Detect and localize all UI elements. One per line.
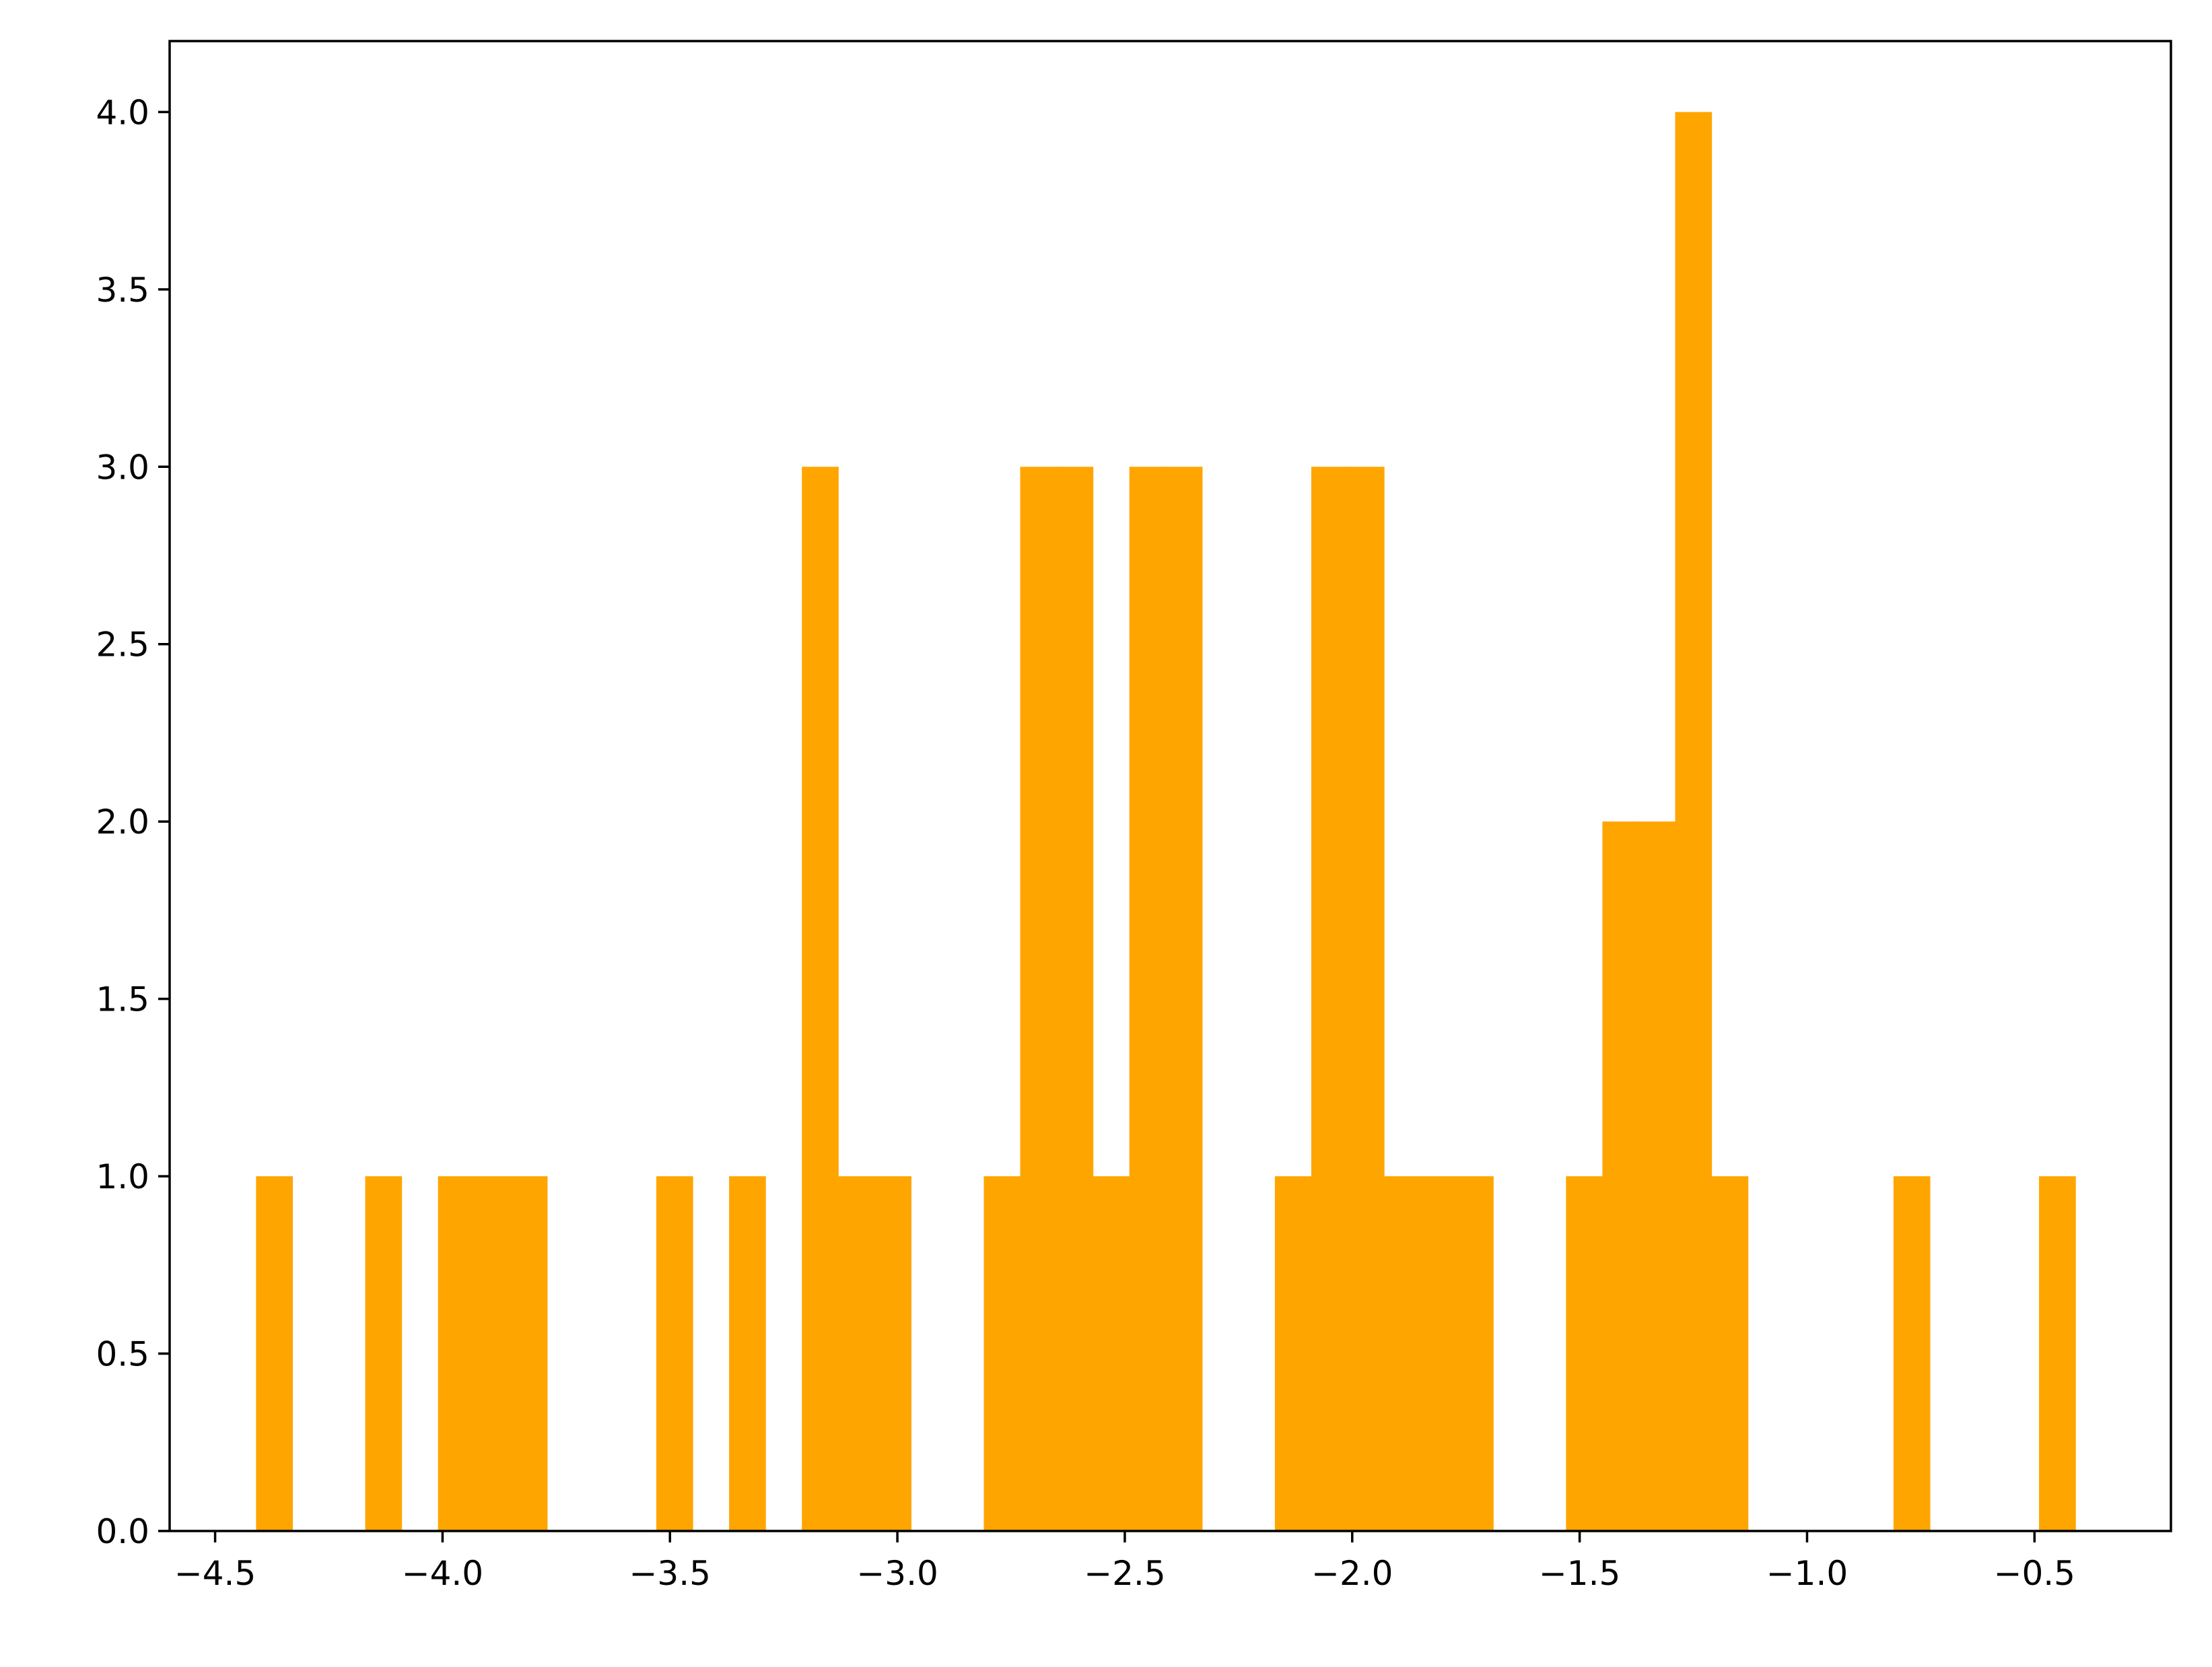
histogram-bar: [874, 1176, 911, 1531]
histogram-bar: [438, 1176, 475, 1531]
histogram-bar: [983, 1176, 1021, 1531]
bars-layer: [256, 112, 2076, 1532]
y-tick-label: 1.0: [96, 1157, 149, 1196]
histogram-bar: [1274, 1176, 1312, 1531]
x-tick-label: −1.5: [1539, 1554, 1620, 1593]
x-tick-label: −3.0: [856, 1554, 938, 1593]
histogram-bar: [1384, 1176, 1421, 1531]
y-tick-label: 0.0: [96, 1512, 149, 1551]
histogram-bar: [1457, 1176, 1494, 1531]
histogram-bar: [474, 1176, 512, 1531]
histogram-bar: [1420, 1176, 1457, 1531]
histogram-bar: [1020, 467, 1058, 1532]
y-tick-label: 2.5: [96, 625, 149, 665]
histogram-bar: [1311, 467, 1348, 1532]
histogram-bar: [802, 467, 839, 1532]
histogram-bar: [1638, 821, 1676, 1531]
histogram-bar: [1056, 467, 1094, 1532]
x-tick-label: −0.5: [1994, 1554, 2075, 1593]
histogram-bar: [1675, 112, 1713, 1532]
histogram-bar: [365, 1176, 403, 1531]
histogram-bar: [510, 1176, 548, 1531]
y-tick-label: 3.0: [96, 448, 149, 487]
x-tick-label: −2.5: [1084, 1554, 1165, 1593]
x-tick-label: −4.5: [174, 1554, 256, 1593]
histogram-bar: [729, 1176, 766, 1531]
histogram-bar: [1566, 1176, 1603, 1531]
histogram-bar: [656, 1176, 693, 1531]
y-tick-label: 2.0: [96, 803, 149, 842]
y-tick-label: 3.5: [96, 271, 149, 310]
histogram-bar: [1129, 467, 1167, 1532]
y-tick-label: 4.0: [96, 93, 149, 132]
plot-frame: [168, 40, 2172, 1532]
y-tick-label: 1.5: [96, 980, 149, 1019]
histogram-bar: [1093, 1176, 1130, 1531]
histogram-bar: [1602, 821, 1640, 1531]
histogram-bar: [1893, 1176, 1931, 1531]
x-tick-label: −1.0: [1766, 1554, 1848, 1593]
x-tick-label: −4.0: [402, 1554, 483, 1593]
histogram-bar: [838, 1176, 875, 1531]
histogram-bar: [256, 1176, 293, 1531]
x-tick-label: −2.0: [1311, 1554, 1393, 1593]
ticks-layer: −4.5 −4.0 −3.5 −3.0 −2.5 −2.0 −1.5 −1.0 −0.5 0.0 0…: [96, 93, 2075, 1593]
histogram-bar: [1165, 467, 1203, 1532]
x-tick-label: −3.5: [629, 1554, 711, 1593]
y-tick-label: 0.5: [96, 1335, 149, 1374]
histogram-bar: [2039, 1176, 2076, 1531]
histogram-bar: [1348, 467, 1385, 1532]
histogram-bar: [1711, 1176, 1749, 1531]
